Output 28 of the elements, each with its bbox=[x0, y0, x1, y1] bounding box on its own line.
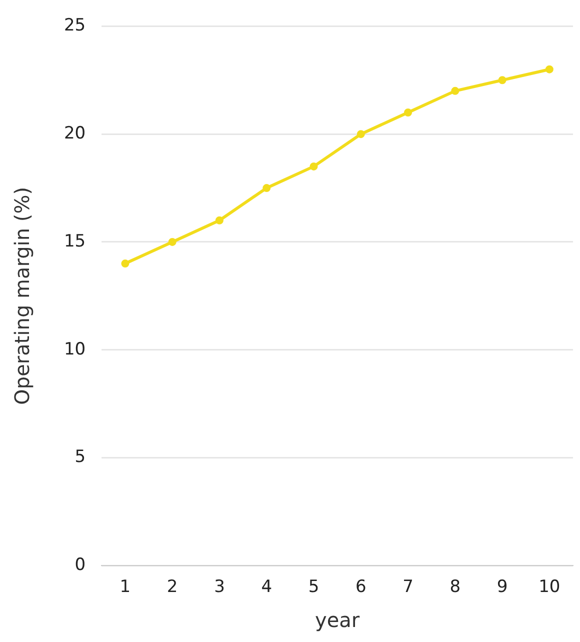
y-tick-label: 15 bbox=[64, 231, 86, 252]
y-tick-label: 25 bbox=[64, 16, 86, 36]
point bbox=[545, 65, 554, 74]
x-tick-label: 7 bbox=[402, 577, 414, 598]
point bbox=[404, 108, 412, 117]
y-tick-label: 20 bbox=[64, 124, 86, 144]
x-tick-label: 5 bbox=[308, 577, 320, 598]
x-tick-label: 2 bbox=[166, 577, 178, 598]
x-tick-label: 4 bbox=[261, 577, 272, 598]
point bbox=[215, 216, 224, 224]
y-tick-label: 10 bbox=[64, 339, 86, 360]
x-tick-label: 1 bbox=[120, 577, 131, 598]
point bbox=[310, 162, 318, 170]
point bbox=[262, 184, 271, 192]
x-tick-label: 8 bbox=[450, 577, 461, 598]
point bbox=[498, 76, 506, 84]
point bbox=[121, 260, 130, 268]
x-tick-label: 9 bbox=[496, 577, 508, 598]
point bbox=[356, 130, 365, 138]
y-axis-title: Operating margin (%) bbox=[10, 186, 34, 405]
point bbox=[451, 86, 460, 95]
x-tick-label: 6 bbox=[355, 577, 366, 598]
x-tick-label: 10 bbox=[538, 577, 560, 598]
y-tick-label: 0 bbox=[74, 555, 86, 576]
x-axis-title: year bbox=[315, 608, 360, 632]
y-tick-label: 5 bbox=[74, 447, 86, 468]
point bbox=[168, 238, 176, 246]
x-tick-label: 3 bbox=[214, 577, 225, 598]
